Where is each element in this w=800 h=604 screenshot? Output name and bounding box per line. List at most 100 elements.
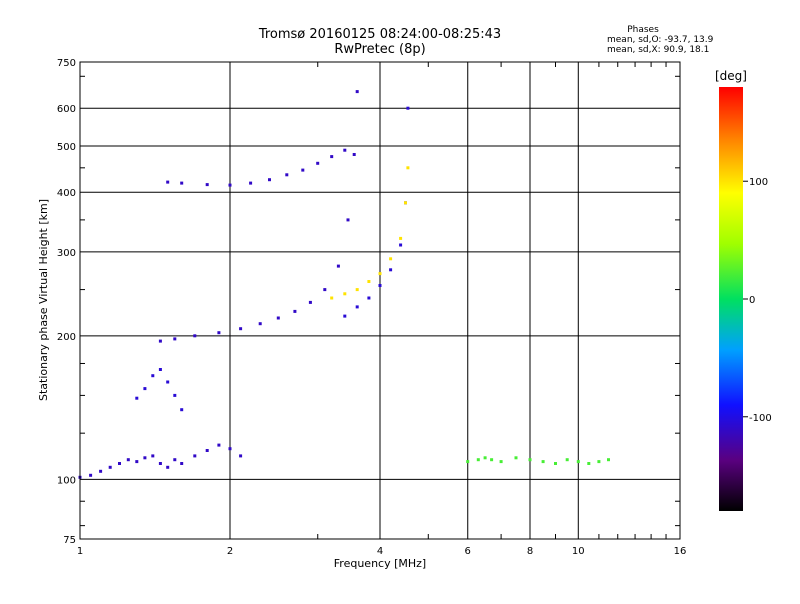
data-point xyxy=(355,90,359,94)
data-point xyxy=(541,460,545,464)
y-tick-label: 500 xyxy=(57,142,76,153)
y-axis-label: Stationary phase Virtual Height [km] xyxy=(37,199,50,401)
data-point xyxy=(180,408,184,412)
data-point xyxy=(399,243,403,247)
data-point xyxy=(276,316,280,320)
y-tick-label: 400 xyxy=(57,188,76,199)
y-tick-label: 300 xyxy=(57,248,76,259)
data-point xyxy=(355,288,359,292)
data-point xyxy=(597,460,601,464)
data-point xyxy=(228,447,232,451)
data-point xyxy=(217,443,221,447)
colorbar xyxy=(719,87,743,511)
data-point xyxy=(228,183,232,187)
y-tick-label: 200 xyxy=(57,332,76,343)
y-tick-label: 600 xyxy=(57,104,76,115)
data-point xyxy=(166,465,170,469)
colorbar-label: [deg] xyxy=(715,69,747,83)
grid-lines xyxy=(80,62,680,539)
x-tick-label: 6 xyxy=(465,546,471,557)
data-point xyxy=(143,456,147,460)
data-point xyxy=(285,173,289,177)
data-point xyxy=(343,148,347,152)
data-point xyxy=(249,181,253,185)
colorbar-tick-label: -100 xyxy=(749,413,772,424)
data-point xyxy=(343,292,347,296)
data-point xyxy=(352,153,356,156)
data-point xyxy=(476,458,480,462)
x-tick-label: 8 xyxy=(527,546,533,557)
y-tick-label: 100 xyxy=(57,475,76,486)
data-point xyxy=(336,264,340,268)
data-point xyxy=(308,300,312,304)
data-point xyxy=(205,449,209,452)
data-point xyxy=(330,155,334,159)
data-point xyxy=(399,236,403,240)
phase-info-o: mean, sd,O: -93.7, 13.9 xyxy=(607,35,714,45)
y-axis-ticks: 75 100 200 300 400 500 600 750 xyxy=(57,58,680,546)
data-point xyxy=(217,331,221,335)
data-point xyxy=(166,380,170,384)
data-point xyxy=(367,280,371,283)
data-point xyxy=(576,460,580,464)
data-point xyxy=(180,462,184,465)
data-point xyxy=(89,473,93,477)
data-point xyxy=(346,218,350,222)
data-point xyxy=(343,314,347,318)
colorbar-tick-label: 100 xyxy=(749,177,768,188)
data-point xyxy=(158,368,162,371)
data-point xyxy=(389,268,393,272)
data-point xyxy=(406,166,410,170)
colorbar-tick-label: 0 xyxy=(749,295,755,306)
data-point xyxy=(554,462,557,465)
data-point xyxy=(378,272,382,276)
data-point xyxy=(193,334,197,338)
y-tick-label: 75 xyxy=(63,535,76,546)
data-point xyxy=(316,161,320,165)
data-point xyxy=(330,296,334,300)
chart-subtitle: RwPretec (8p) xyxy=(334,42,425,57)
data-point xyxy=(151,454,155,458)
data-point xyxy=(293,309,297,313)
data-point xyxy=(193,454,197,458)
data-point xyxy=(607,458,610,462)
data-point xyxy=(483,456,487,460)
data-point xyxy=(158,339,162,343)
x-tick-label: 2 xyxy=(227,546,233,557)
data-point xyxy=(528,458,532,462)
data-point xyxy=(126,458,130,462)
data-point xyxy=(118,462,121,465)
chart-title: Tromsø 20160125 08:24:00-08:25:43 xyxy=(258,27,501,42)
data-point xyxy=(301,168,305,172)
data-point xyxy=(135,460,139,464)
data-point xyxy=(143,387,147,391)
phase-info-x: mean, sd,X: 90.9, 18.1 xyxy=(607,45,709,55)
data-point xyxy=(355,305,359,309)
phase-info-heading: Phases xyxy=(627,25,659,35)
x-tick-label: 16 xyxy=(674,546,687,557)
x-tick-label: 1 xyxy=(77,546,83,557)
data-point xyxy=(239,327,243,331)
data-point xyxy=(180,181,184,185)
data-point xyxy=(466,460,470,464)
data-point xyxy=(404,201,407,205)
data-point xyxy=(565,458,569,462)
data-point xyxy=(378,284,382,287)
data-point xyxy=(587,462,591,465)
data-point xyxy=(151,374,155,378)
data-point xyxy=(173,337,177,341)
data-point xyxy=(239,454,243,458)
colorbar-ticks: 100 0 -100 xyxy=(743,177,772,424)
data-point xyxy=(268,178,271,182)
data-point xyxy=(499,460,503,464)
data-point xyxy=(158,462,162,465)
x-axis-label: Frequency [MHz] xyxy=(334,557,426,570)
data-point xyxy=(406,106,410,110)
data-point xyxy=(389,257,393,261)
data-point xyxy=(135,396,139,400)
plot-frame xyxy=(79,61,681,540)
data-point xyxy=(108,465,112,469)
data-point xyxy=(173,393,177,397)
data-point xyxy=(323,288,327,292)
